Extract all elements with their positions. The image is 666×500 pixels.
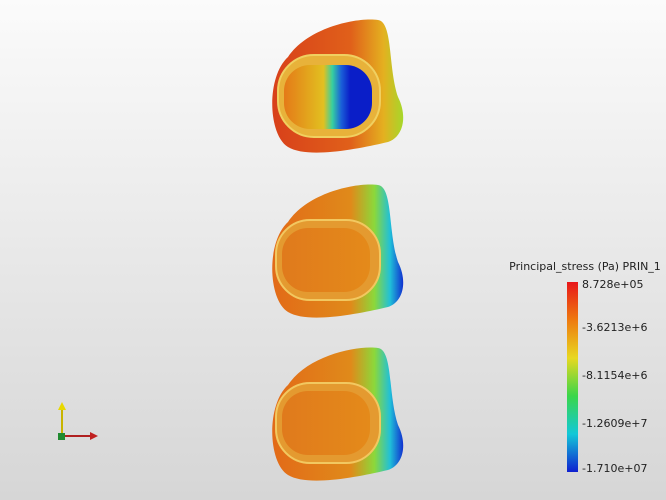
section-middle — [272, 184, 404, 318]
colorbar-title: Principal_stress (Pa) PRIN_1 — [509, 260, 661, 273]
axes-triad — [58, 402, 98, 440]
colorbar — [567, 282, 578, 472]
colorbar-label: -1.2609e+7 — [582, 417, 647, 430]
colorbar-ticks: 8.728e+05 -3.6213e+6 -8.1154e+6 -1.2609e… — [582, 278, 647, 475]
colorbar-label: -8.1154e+6 — [582, 369, 647, 382]
section-bottom — [272, 347, 404, 481]
section-top — [272, 19, 404, 153]
colorbar-label: -1.710e+07 — [582, 462, 647, 475]
colorbar-label: -3.6213e+6 — [582, 321, 647, 334]
colorbar-label: 8.728e+05 — [582, 278, 643, 291]
